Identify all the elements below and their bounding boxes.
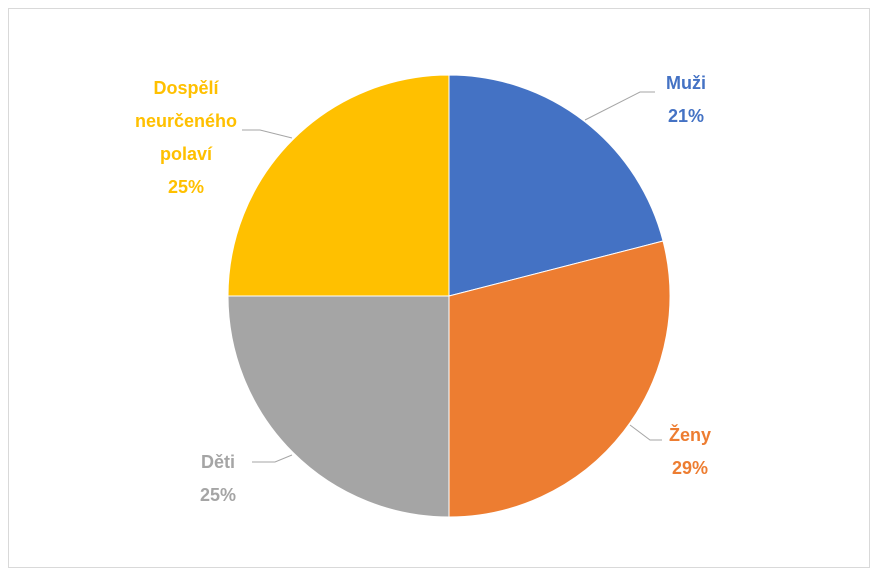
leader-line: [629, 424, 662, 441]
leader-line: [584, 91, 655, 121]
value-label: 25%: [167, 177, 205, 197]
pie-slice: [448, 240, 671, 518]
category-label: Děti: [200, 452, 235, 472]
data-label: Muži 21%: [626, 67, 746, 133]
category-label: Dospělí neurčeného polaví: [134, 78, 238, 164]
value-label: 25%: [199, 485, 237, 505]
value-label: 21%: [667, 106, 705, 126]
data-label: Děti 25%: [158, 446, 278, 512]
pie-slice: [448, 74, 664, 297]
category-label: Muži: [666, 73, 706, 93]
category-label: Ženy: [668, 425, 711, 445]
leader-line: [242, 129, 293, 139]
pie-slice: [227, 295, 450, 518]
data-label: Ženy 29%: [630, 419, 750, 485]
pie-slice: [227, 74, 450, 297]
value-label: 29%: [671, 458, 709, 478]
leader-line: [252, 454, 293, 463]
data-label: Dospělí neurčeného polaví 25%: [111, 72, 261, 204]
